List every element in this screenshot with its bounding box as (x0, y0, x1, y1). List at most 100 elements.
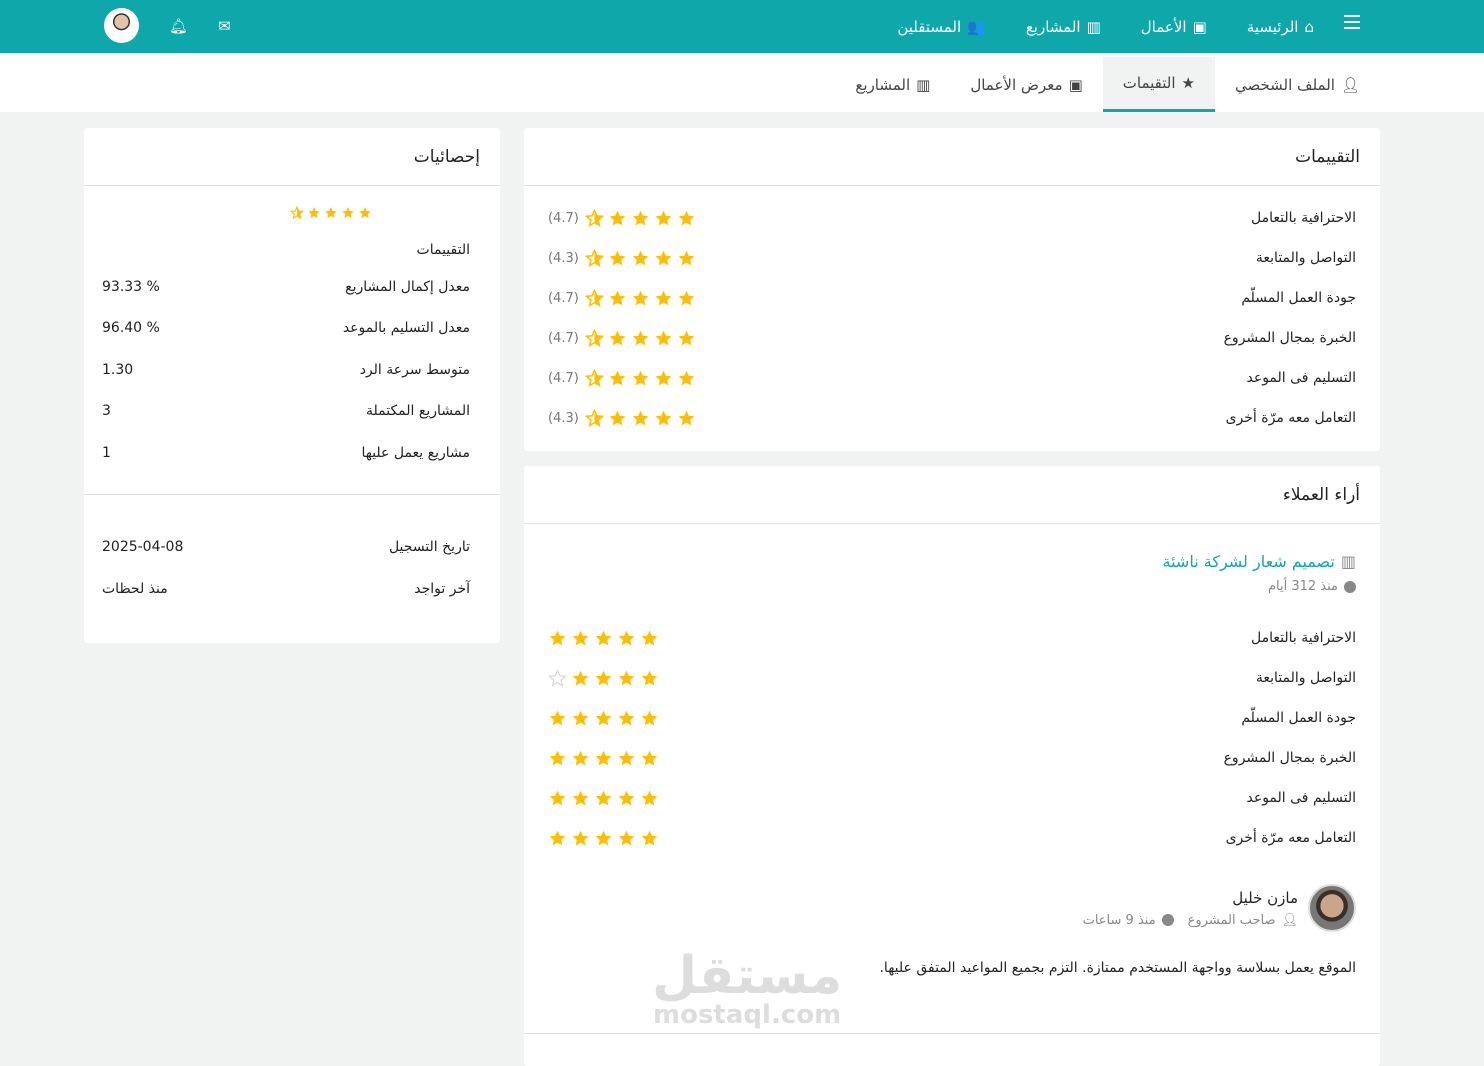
review-rating-row: التواصل والمتابعة (524, 658, 1380, 698)
star-full-icon (308, 207, 320, 219)
star-full-icon (572, 830, 589, 846)
rating-label: التواصل والمتابعة (1255, 250, 1356, 266)
meta-row: تاريخ التسجيل 2025-04-08 (84, 527, 500, 569)
star-full-icon (632, 290, 649, 306)
star-full-icon (549, 710, 566, 726)
stat-value: 3 (102, 403, 111, 420)
envelope-icon[interactable]: ✉ (218, 16, 231, 35)
reviewer-avatar[interactable] (1308, 884, 1356, 932)
star-full-icon (342, 207, 354, 219)
nav-projects[interactable]: ▥ المشاريع (1025, 17, 1101, 36)
rating-stars (548, 789, 659, 808)
star-full-icon (632, 210, 649, 226)
star-full-icon (572, 710, 589, 726)
tab-profile[interactable]: 👤︎ الملف الشخصي (1234, 75, 1360, 94)
star-full-icon (618, 750, 635, 766)
stat-label: المشاريع المكتملة (365, 403, 470, 420)
star-full-icon (595, 750, 612, 766)
rating-stars (548, 749, 659, 768)
star-full-icon (632, 370, 649, 386)
star-full-icon (655, 330, 672, 346)
overall-stars (290, 206, 372, 220)
ratings-card: التقييمات الاحترافية بالتعامل (4.7) التواص… (524, 128, 1380, 451)
rating-value: (4.7) (548, 210, 579, 226)
stats-title: إحصائيات (84, 128, 500, 186)
review-project-link[interactable]: ▥ تصميم شعار لشركة ناشئة (1162, 552, 1356, 571)
star-full-icon (655, 250, 672, 266)
nav-home[interactable]: ⌂ الرئيسية (1246, 17, 1314, 36)
star-full-icon (632, 250, 649, 266)
bell-icon[interactable]: 🔔︎ (169, 16, 189, 35)
mostaql-watermark: مستقل mostaql.com (652, 946, 843, 1030)
star-full-icon (572, 630, 589, 646)
rating-value: (4.7) (548, 370, 579, 386)
rating-label: التسليم فى الموعد (1246, 370, 1357, 386)
tab-ratings[interactable]: ★ التقيمات (1102, 57, 1215, 112)
star-full-icon (618, 790, 635, 806)
image-icon: ▣ (1192, 17, 1207, 36)
review-rating-row: التسليم فى الموعد (524, 778, 1380, 818)
tab-portfolio[interactable]: ▣ معرض الأعمال (970, 75, 1083, 94)
rating-row: التسليم فى الموعد (4.7) (524, 358, 1380, 398)
star-half-icon (584, 408, 604, 427)
rating-label: التواصل والمتابعة (1255, 670, 1356, 686)
reviews-title: أراء العملاء (524, 466, 1380, 524)
rating-stars (584, 288, 696, 308)
rating-label: التسليم فى الموعد (1246, 790, 1357, 806)
meta-label: تاريخ التسجيل (388, 539, 470, 556)
star-full-icon (549, 630, 566, 646)
star-full-icon (655, 410, 672, 426)
reviewer-name[interactable]: مازن خليل (1232, 888, 1298, 907)
star-full-icon (641, 750, 658, 766)
rating-stars (584, 368, 696, 388)
stat-label: متوسط سرعة الرد (359, 361, 470, 378)
stat-label: مشاريع يعمل عليها (361, 444, 470, 461)
star-full-icon (325, 207, 337, 219)
star-full-icon (641, 830, 658, 846)
clock-icon (1344, 580, 1356, 593)
review-rating-row: جودة العمل المسلّم (524, 698, 1380, 738)
rating-stars (548, 629, 659, 648)
briefcase-icon: ▥ (916, 75, 931, 94)
rating-label: الخبرة بمجال المشروع (1223, 330, 1356, 346)
tab-projects[interactable]: ▥ المشاريع (855, 75, 931, 94)
rating-row: التواصل والمتابعة (4.3) (524, 238, 1380, 278)
rating-stars (584, 208, 696, 228)
home-icon: ⌂ (1304, 17, 1314, 36)
star-full-icon (618, 630, 635, 646)
star-full-icon (641, 790, 658, 806)
star-full-icon (618, 830, 635, 846)
nav-freelancers[interactable]: 👥 المستقلين (897, 17, 986, 36)
rating-stars (584, 328, 696, 348)
hamburger-menu-icon[interactable] (1344, 15, 1360, 29)
stat-row: متوسط سرعة الرد 1.30 (84, 349, 500, 391)
star-full-icon (549, 790, 566, 806)
star-full-icon (595, 830, 612, 846)
star-full-icon (609, 250, 626, 266)
star-full-icon (678, 370, 695, 386)
star-half-icon (584, 248, 604, 267)
star-half-icon (290, 206, 304, 220)
star-half-icon (584, 328, 604, 347)
review-comment: الموقع يعمل بسلاسة وواجهة المستخدم ممتاز… (879, 960, 1356, 976)
stat-row: معدل التسليم بالموعد 96.40 % (84, 308, 500, 350)
user-avatar[interactable] (104, 8, 139, 43)
rating-label: الخبرة بمجال المشروع (1223, 750, 1356, 766)
star-full-icon (549, 750, 566, 766)
nav-works[interactable]: ▣ الأعمال (1140, 17, 1207, 36)
stat-label: التقييمات (416, 242, 470, 258)
ratings-title: التقييمات (524, 128, 1380, 186)
star-full-icon (641, 630, 658, 646)
stats-card: إحصائيات التقييمات معدل إكمال المشاريع 93… (84, 128, 500, 643)
star-full-icon (632, 330, 649, 346)
top-navbar: ⌂ الرئيسية ▣ الأعمال ▥ المشاريع 👥 المستقلين … (0, 0, 1484, 53)
star-full-icon (655, 370, 672, 386)
star-half-icon (584, 208, 604, 227)
star-full-icon (632, 410, 649, 426)
rating-label: جودة العمل المسلّم (1241, 710, 1356, 726)
stat-row: المشاريع المكتملة 3 (84, 391, 500, 433)
briefcase-icon: ▥ (1086, 17, 1101, 36)
review-rating-row: الاحترافية بالتعامل (524, 618, 1380, 658)
star-full-icon (609, 410, 626, 426)
user-icon: 👤︎ (1340, 75, 1360, 94)
